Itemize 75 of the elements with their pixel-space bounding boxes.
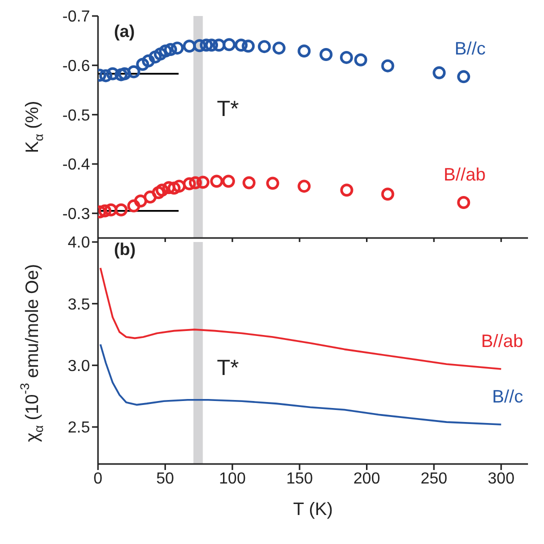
- point: [222, 174, 235, 188]
- point: [158, 44, 172, 58]
- series-label: B//ab: [444, 164, 486, 184]
- point: [200, 38, 213, 52]
- point: [298, 180, 311, 193]
- x-tick-label: 50: [156, 470, 174, 488]
- point: [164, 43, 178, 56]
- y-tick-label: 4.0: [68, 234, 90, 252]
- point: [156, 184, 169, 197]
- x-tick-label: 300: [488, 470, 515, 488]
- y-tick-label: 3.0: [68, 358, 90, 376]
- point: [170, 42, 184, 55]
- band-label: T*: [216, 96, 240, 121]
- point: [432, 66, 446, 80]
- point: [106, 67, 120, 80]
- point: [114, 68, 128, 82]
- point: [457, 196, 470, 209]
- point: [193, 39, 206, 52]
- x-axis-title: T (K): [293, 499, 333, 519]
- point: [98, 204, 112, 218]
- point: [127, 199, 140, 212]
- point: [320, 48, 333, 61]
- series-label: B//c: [454, 38, 486, 59]
- point: [196, 176, 210, 189]
- point: [242, 176, 256, 190]
- y-tick-label: -0.6: [62, 58, 90, 76]
- point: [144, 190, 157, 204]
- point: [188, 176, 202, 190]
- point: [104, 203, 118, 216]
- point: [340, 184, 354, 197]
- point: [168, 182, 181, 195]
- point: [182, 40, 196, 53]
- x-tick-label: 200: [353, 470, 380, 488]
- point: [136, 58, 150, 71]
- point: [205, 38, 218, 52]
- point: [182, 177, 196, 190]
- point: [272, 42, 286, 55]
- x-tick-label: 250: [420, 470, 448, 488]
- x-tick-label: 150: [286, 470, 314, 488]
- point: [234, 38, 248, 52]
- point: [298, 44, 311, 58]
- y-tick-label: -0.7: [62, 8, 90, 26]
- point: [148, 50, 162, 64]
- annotation: (b): [114, 240, 136, 260]
- point: [258, 40, 271, 54]
- point: [134, 194, 148, 208]
- point: [210, 174, 224, 188]
- point: [172, 180, 186, 193]
- point: [381, 188, 394, 201]
- point: [99, 69, 112, 82]
- point: [242, 40, 255, 53]
- y-tick-label: 3.5: [68, 296, 90, 314]
- point: [222, 38, 236, 52]
- annotation: (a): [114, 22, 135, 42]
- point: [152, 186, 165, 200]
- point: [154, 47, 167, 60]
- series-label: B//c: [492, 386, 524, 407]
- point: [457, 70, 470, 84]
- y-tick-label: -0.4: [62, 156, 90, 174]
- point: [354, 53, 368, 66]
- x-tick-label: 0: [94, 470, 103, 488]
- point: [114, 203, 128, 216]
- x-tick-label: 100: [219, 470, 246, 488]
- point: [340, 50, 353, 64]
- band-label: T*: [216, 355, 240, 380]
- point: [127, 65, 140, 78]
- y-tick-label: -0.3: [62, 206, 90, 224]
- point: [212, 38, 226, 52]
- point: [381, 59, 394, 72]
- point: [266, 176, 280, 190]
- series-label: B//ab: [481, 331, 524, 352]
- y-tick-label: 2.5: [68, 420, 90, 437]
- point: [142, 54, 155, 68]
- point: [118, 67, 132, 80]
- y-tick-label: -0.5: [62, 107, 90, 124]
